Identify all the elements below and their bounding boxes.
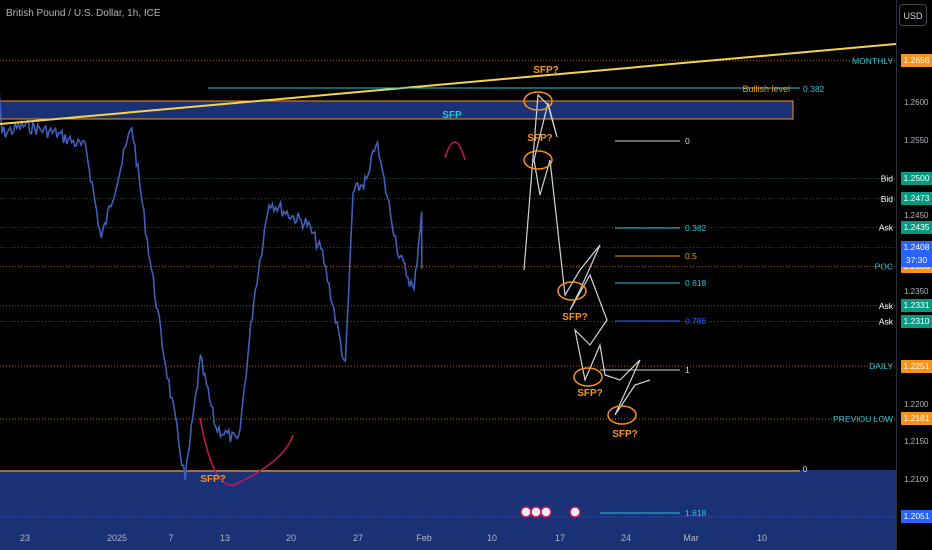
fib-label: 1 [685,365,690,375]
sfp-circle [557,281,587,301]
level-label: Bid [881,173,894,183]
fib-label: 0.618 [685,278,707,288]
price-tag: 1.2310 [901,315,932,329]
level-label: PREVIOU LOW [833,414,893,424]
price-tag: 1.2656 [901,54,932,68]
fib-label: 1.618 [685,508,707,518]
symbol-title[interactable]: British Pound / U.S. Dollar, 1h, ICE [6,8,161,19]
price-tag: 1.2331 [901,299,932,313]
x-tick-label: 24 [621,533,631,543]
y-tick-label: 1.2550 [904,135,929,145]
chart-labels: MONTHLY Bid Bid Ask POC Ask Ask DAILY PREVIOU LO… [200,56,894,518]
sfp-arc-high [444,141,466,161]
x-tick-label: 20 [286,533,296,543]
x-tick-label: 10 [487,533,497,543]
countdown-tag: 37:30 [901,253,932,267]
price-tag: 1.2408 [901,241,932,255]
rising-trendline [0,43,897,125]
y-tick-label: 1.2100 [904,475,929,484]
y-tick-label: 1.2150 [904,437,929,447]
event-flag-icon [530,506,542,518]
sfp-annotation: SFP [442,110,462,121]
y-tick-label: 1.2450 [904,211,929,221]
y-tick-label: 1.2350 [904,286,929,296]
price-line [0,91,423,480]
horizontal-levels [0,60,896,518]
sfp-annotation: SFP? [527,133,553,144]
level-label: POC [875,262,893,272]
fib-label: 0.786 [685,316,707,326]
price-tag: 1.2473 [901,192,932,206]
x-tick-label: 27 [353,533,363,543]
level-label: MONTHLY [852,56,893,66]
level-label: Bid [881,194,894,204]
event-flag-icon [520,506,532,518]
sfp-arc-low [199,417,294,486]
x-tick-label: 17 [555,533,565,543]
projected-path [523,93,651,416]
sfp-circle [523,150,553,170]
lower-zone [0,470,896,550]
event-flag-icon [569,506,581,518]
x-tick-label: 23 [20,533,30,543]
x-tick-label: 13 [220,533,230,543]
sfp-annotation: SFP? [612,429,638,440]
x-tick-label: 10 [757,533,767,543]
sfp-annotation: SFP? [577,388,603,399]
sfp-circle [607,405,637,425]
y-tick-label: 1.2600 [904,98,929,107]
price-tag: 1.2051 [901,510,932,524]
fib-label: 0.5 [685,251,697,261]
sfp-circle [523,91,553,111]
sfp-annotation: SFP? [562,312,588,323]
x-tick-label: 2025 [107,533,127,543]
bullish-level-ratio: 0.382 [803,84,825,94]
zone-zero-label: 0 [803,464,808,474]
level-label: DAILY [869,361,893,371]
sfp-circle [573,367,603,387]
price-tag: 1.2435 [901,220,932,234]
sfp-annotation: SFP? [533,65,559,76]
currency-button[interactable]: USD [899,4,927,26]
price-tag: 1.2251 [901,359,932,373]
x-axis: 23 2025 7 13 20 27 Feb 10 17 24 Mar 10 [20,533,767,543]
x-tick-label: 7 [168,533,173,543]
fib-label: 0.382 [685,223,707,233]
event-flag-icon [540,506,552,518]
level-label: Ask [879,301,894,311]
x-tick-label: Feb [416,533,432,543]
sfp-annotation: SFP? [200,474,226,485]
y-tick-label: 1.2200 [904,399,929,409]
bullish-level-label: Bullish level [742,84,790,94]
price-tag: 1.2181 [901,412,932,426]
x-tick-label: Mar [683,533,699,543]
fib-label: 0 [685,136,690,146]
chart-drawings [0,43,897,518]
supply-demand-zones [0,100,896,550]
level-label: Ask [879,222,894,232]
price-series [0,91,423,480]
price-scale[interactable] [896,0,932,550]
price-tag: 1.2500 [901,171,932,185]
level-label: Ask [879,317,894,327]
upper-zone [0,100,794,120]
